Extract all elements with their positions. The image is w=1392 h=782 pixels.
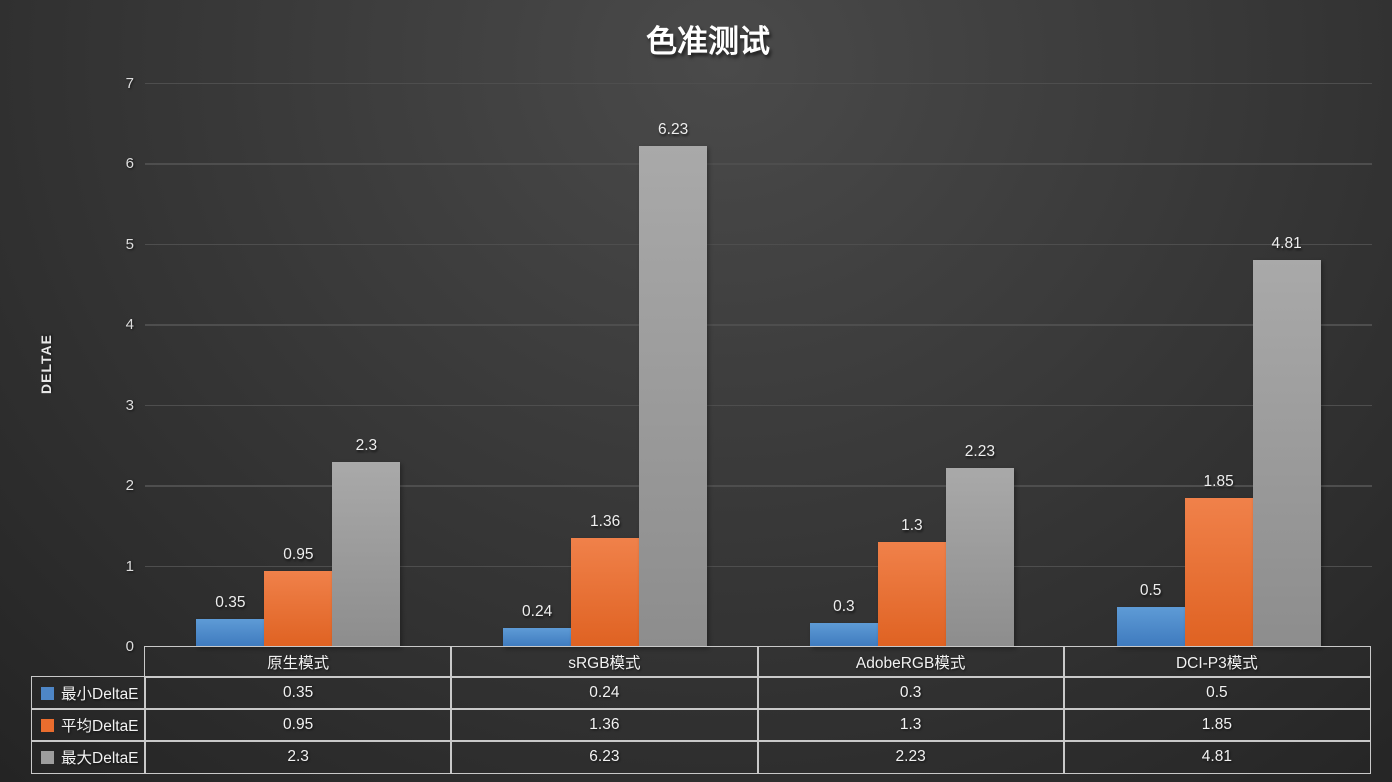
- bar-最大DeltaE-sRGB模式: [639, 145, 708, 647]
- y-tick-label: 1: [125, 557, 134, 575]
- bar-最小DeltaE-sRGB模式: [503, 627, 572, 647]
- gridline-y3: [145, 404, 1372, 407]
- table-header-cell: sRGB模式: [451, 647, 757, 677]
- gridline-y1: [145, 565, 1372, 568]
- table-corner-cell: [32, 647, 145, 677]
- legend-swatch: [41, 750, 54, 764]
- table-value-cell: 0.5: [1064, 677, 1370, 709]
- legend-swatch: [41, 686, 54, 700]
- legend-cell: 最大DeltaE: [32, 741, 145, 773]
- bar-平均DeltaE-sRGB模式: [571, 537, 640, 647]
- legend-label: 最大DeltaE: [61, 750, 139, 767]
- table-value-cell: 0.95: [145, 709, 451, 741]
- table-value-cell: 0.35: [145, 677, 451, 709]
- y-tick-label: 7: [125, 74, 134, 92]
- bar-最小DeltaE-AdobeRGB模式: [809, 622, 878, 647]
- bar-最大DeltaE-原生模式: [332, 461, 401, 647]
- table-header-cell: AdobeRGB模式: [758, 647, 1064, 677]
- bar-平均DeltaE-原生模式: [264, 570, 333, 647]
- bar-value-label: 0.3: [833, 597, 855, 615]
- bar-平均DeltaE-AdobeRGB模式: [877, 542, 946, 647]
- bar-最大DeltaE-DCI-P3模式: [1252, 259, 1321, 647]
- legend-swatch: [41, 718, 54, 732]
- table-value-cell: 4.81: [1064, 741, 1370, 773]
- gridline-y5: [145, 243, 1372, 246]
- y-tick-label: 0: [125, 638, 134, 655]
- table-value-cell: 0.3: [758, 677, 1064, 709]
- table-header-cell: 原生模式: [145, 647, 451, 677]
- bar-value-label: 1.85: [1203, 473, 1234, 491]
- chart-title: 色准测试: [646, 24, 770, 59]
- bar-value-label: 2.23: [964, 442, 995, 460]
- bar-最小DeltaE-原生模式: [196, 618, 265, 647]
- gridline-y6: [145, 163, 1372, 165]
- gridline-y2: [145, 485, 1372, 487]
- legend-cell: 最小DeltaE: [32, 677, 145, 709]
- y-tick-label: 5: [125, 235, 134, 253]
- bar-平均DeltaE-DCI-P3模式: [1184, 498, 1253, 647]
- table-value-cell: 6.23: [451, 741, 757, 773]
- table-value-cell: 0.24: [451, 677, 757, 709]
- bar-value-label: 1.3: [901, 517, 923, 535]
- bar-value-label: 0.5: [1139, 581, 1162, 599]
- data-table: 原生模式 sRGB模式 AdobeRGB模式 DCI-P3模式最小DeltaE 0.35…: [32, 647, 1370, 773]
- y-tick-label: 3: [125, 396, 134, 414]
- gridline-y7: [145, 82, 1372, 85]
- bar-最大DeltaE-AdobeRGB模式: [945, 467, 1014, 647]
- y-axis-title: DELTAE: [38, 334, 54, 394]
- y-tick-label: 4: [125, 316, 134, 333]
- bar-value-label: 6.23: [658, 120, 689, 138]
- bar-value-label: 0.24: [522, 602, 553, 620]
- y-tick-label: 6: [125, 155, 134, 172]
- table-header-cell: DCI-P3模式: [1064, 647, 1370, 677]
- bar-value-label: 0.95: [283, 545, 314, 563]
- table-value-cell: 2.3: [145, 741, 451, 773]
- legend-label: 平均DeltaE: [61, 718, 139, 735]
- table-value-cell: 1.3: [758, 709, 1064, 741]
- bar-value-label: 0.35: [215, 593, 246, 611]
- bar-value-label: 1.36: [590, 512, 621, 530]
- legend-cell: 平均DeltaE: [32, 709, 145, 741]
- table-value-cell: 1.85: [1064, 709, 1370, 741]
- table-value-cell: 1.36: [451, 709, 757, 741]
- gridline-y4: [145, 324, 1372, 326]
- bar-value-label: 4.81: [1271, 234, 1302, 252]
- table-value-cell: 2.23: [758, 741, 1064, 773]
- bar-最小DeltaE-DCI-P3模式: [1116, 606, 1185, 647]
- bar-value-label: 2.3: [355, 436, 378, 454]
- y-tick-label: 2: [125, 477, 134, 494]
- legend-label: 最小DeltaE: [61, 686, 139, 703]
